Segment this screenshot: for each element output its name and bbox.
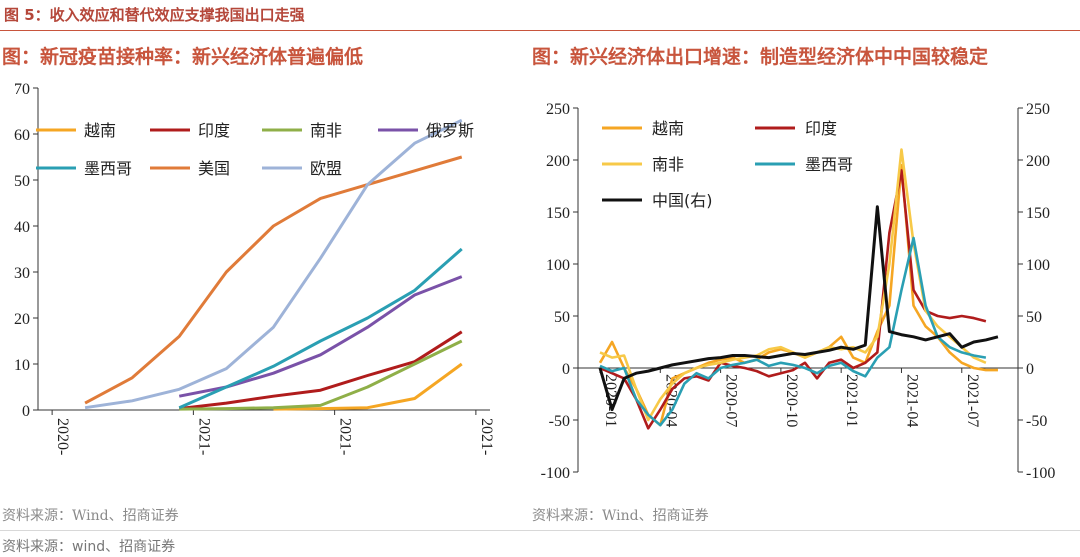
right-y-tick-label: 50 — [554, 309, 570, 326]
left-legend-label: 南非 — [310, 121, 342, 140]
left-y-tick-label: 0 — [22, 403, 30, 420]
vaccination-rate-chart: 0102030405060702020-122021-032021-062021… — [14, 81, 495, 455]
left-series-line-墨西哥 — [178, 247, 463, 410]
right-series-line-印度 — [599, 169, 987, 430]
left-x-tick-label-group: 2020-12 — [54, 418, 71, 455]
export-growth-chart: -100 -100 -50 -50 0 0 50 50 100 100 150 150 200 200 25… — [541, 101, 1056, 482]
right-x-tick-label: 2020-10 — [783, 374, 800, 427]
right-legend-label: 印度 — [805, 119, 837, 138]
left-y-tick-label: 70 — [14, 81, 30, 98]
footer-source: 资料来源：wind、招商证券 — [2, 539, 176, 555]
right-y2-tick-label: -50 — [1026, 413, 1047, 430]
right-legend-label: 墨西哥 — [805, 155, 853, 174]
left-y-tick-label: 30 — [14, 265, 30, 282]
right-y2-tick-label: 150 — [1026, 205, 1050, 222]
right-series-line-墨西哥 — [599, 236, 987, 427]
left-y-tick-label: 50 — [14, 173, 30, 190]
right-legend-label: 中国(右) — [652, 191, 713, 210]
right-y-tick-label: -50 — [549, 413, 570, 430]
right-panel-title: 图：新兴经济体出口增速：制造型经济体中中国较稳定 — [532, 46, 989, 68]
left-x-tick-label-year: 2020- — [54, 418, 71, 455]
left-series-line-南非 — [179, 339, 463, 411]
left-series-line-俄罗斯 — [178, 275, 463, 398]
left-legend-label: 俄罗斯 — [426, 121, 474, 140]
left-legend-label: 印度 — [198, 121, 230, 140]
left-legend-label: 越南 — [84, 121, 116, 140]
left-series-line-印度 — [179, 330, 463, 411]
right-x-tick-label: 2021-04 — [903, 374, 920, 427]
left-series-line-美国 — [84, 155, 463, 405]
left-y-tick-label: 20 — [14, 311, 30, 328]
left-x-tick-label-group: 2021-03 — [195, 418, 212, 455]
right-y2-tick-label: 200 — [1026, 153, 1050, 170]
figure-title: 图 5：收入效应和替代效应支撑我国出口走强 — [4, 6, 305, 24]
left-source-note: 资料来源：Wind、招商证券 — [2, 508, 179, 524]
bottom-divider — [0, 530, 1080, 531]
right-x-tick-label: 2020-07 — [723, 374, 740, 427]
right-y-tick-label: 250 — [546, 101, 570, 118]
left-series-line-越南 — [273, 362, 463, 411]
right-y-tick-label: 100 — [546, 257, 570, 274]
right-y2-tick-label: 0 — [1026, 361, 1034, 378]
left-legend-label: 墨西哥 — [84, 159, 132, 178]
left-legend-label: 欧盟 — [310, 159, 342, 178]
right-y2-tick-label: 250 — [1026, 101, 1050, 118]
right-y-tick-label: 150 — [546, 205, 570, 222]
left-x-tick-label-year: 2021- — [195, 418, 212, 455]
right-y2-tick-label: 50 — [1026, 309, 1042, 326]
right-y-tick-label: 0 — [562, 361, 570, 378]
left-panel-title: 图：新冠疫苗接种率：新兴经济体普遍偏低 — [2, 46, 364, 68]
top-divider — [0, 30, 1080, 31]
left-series-line-欧盟 — [84, 118, 463, 410]
right-y2-tick-label: 100 — [1026, 257, 1050, 274]
right-y2-tick-label: -100 — [1026, 465, 1055, 482]
left-x-tick-label-group: 2021-06 — [337, 418, 354, 455]
left-x-tick-label-year: 2021- — [337, 418, 354, 455]
left-y-tick-label: 40 — [14, 219, 30, 236]
right-legend-label: 南非 — [652, 155, 684, 174]
right-x-tick-label: 2021-01 — [843, 374, 860, 427]
right-source-note: 资料来源：Wind、招商证券 — [532, 508, 709, 524]
right-x-tick-label: 2021-07 — [964, 374, 981, 427]
left-y-tick-label: 60 — [14, 127, 30, 144]
right-legend-label: 越南 — [652, 119, 684, 138]
left-x-tick-label-year: 2021- — [478, 418, 495, 455]
left-legend-label: 美国 — [198, 159, 230, 178]
left-y-tick-label: 10 — [14, 357, 30, 374]
right-series-line-中国(右) — [598, 205, 999, 412]
left-x-tick-label-group: 2021-09 — [478, 418, 495, 455]
right-y-tick-label: -100 — [541, 465, 570, 482]
right-y-tick-label: 200 — [546, 153, 570, 170]
